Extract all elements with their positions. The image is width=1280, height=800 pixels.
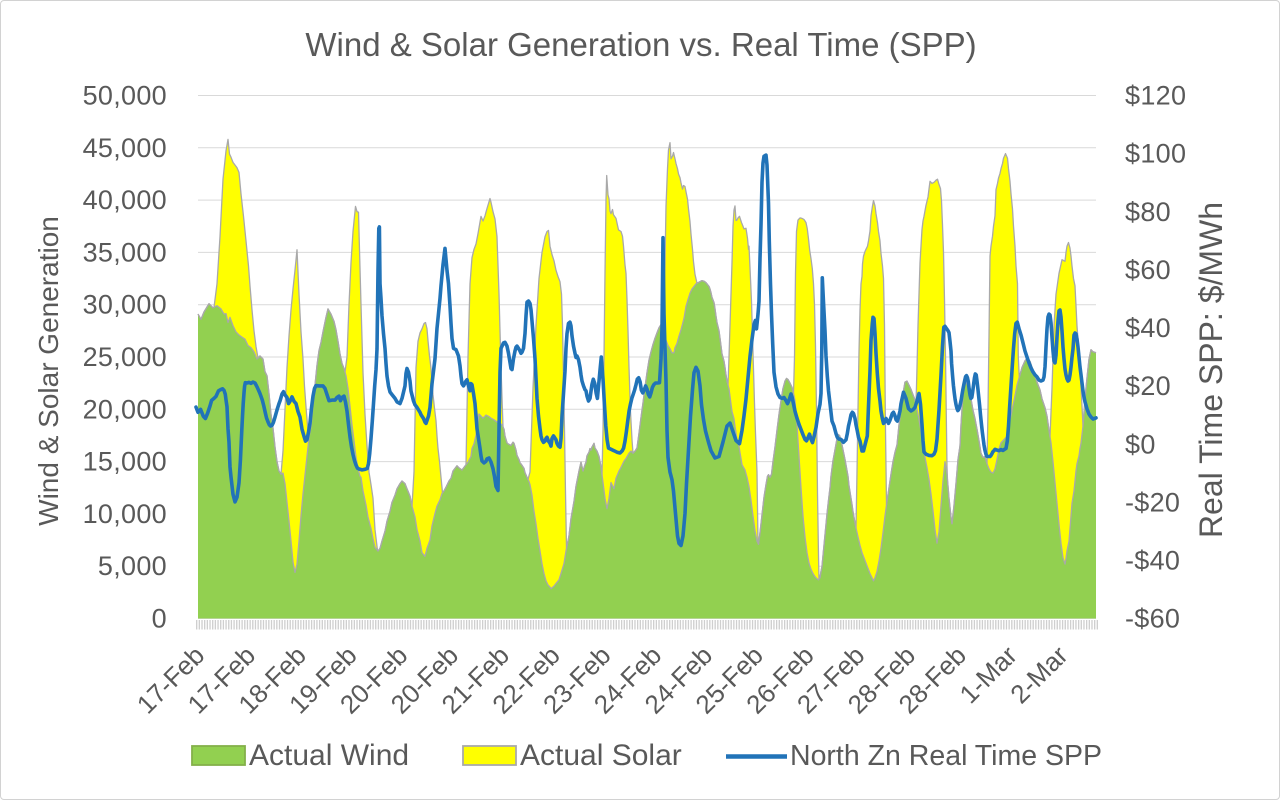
svg-text:0: 0 — [152, 604, 167, 634]
svg-text:-$60: -$60 — [1125, 604, 1180, 634]
svg-text:5,000: 5,000 — [98, 551, 167, 581]
svg-text:North Zn Real Time SPP: North Zn Real Time SPP — [790, 740, 1102, 772]
svg-text:$60: $60 — [1125, 255, 1171, 285]
svg-text:Wind & Solar Generation vs. Re: Wind & Solar Generation vs. Real Time (S… — [305, 26, 976, 63]
svg-text:$100: $100 — [1125, 139, 1186, 169]
svg-text:50,000: 50,000 — [83, 81, 167, 111]
svg-text:2-Mar: 2-Mar — [1004, 640, 1073, 709]
svg-text:10,000: 10,000 — [83, 499, 167, 529]
svg-text:Actual Solar: Actual Solar — [520, 739, 682, 772]
svg-text:$120: $120 — [1125, 81, 1186, 111]
svg-text:$0: $0 — [1125, 429, 1156, 459]
svg-text:-$40: -$40 — [1125, 546, 1180, 576]
svg-text:Wind & Solar Generation: Wind & Solar Generation — [33, 216, 64, 526]
svg-text:15,000: 15,000 — [83, 447, 167, 477]
svg-text:$80: $80 — [1125, 197, 1171, 227]
svg-text:Actual Wind: Actual Wind — [249, 739, 409, 772]
svg-text:$20: $20 — [1125, 371, 1171, 401]
svg-text:40,000: 40,000 — [83, 185, 167, 215]
svg-text:1-Mar: 1-Mar — [954, 640, 1023, 709]
svg-text:30,000: 30,000 — [83, 290, 167, 320]
svg-text:20,000: 20,000 — [83, 394, 167, 424]
svg-text:45,000: 45,000 — [83, 133, 167, 163]
svg-text:25,000: 25,000 — [83, 342, 167, 372]
svg-text:35,000: 35,000 — [83, 237, 167, 267]
svg-text:$40: $40 — [1125, 313, 1171, 343]
svg-text:-$20: -$20 — [1125, 487, 1180, 517]
svg-text:Real Time SPP: $/MWh: Real Time SPP: $/MWh — [1193, 202, 1229, 538]
